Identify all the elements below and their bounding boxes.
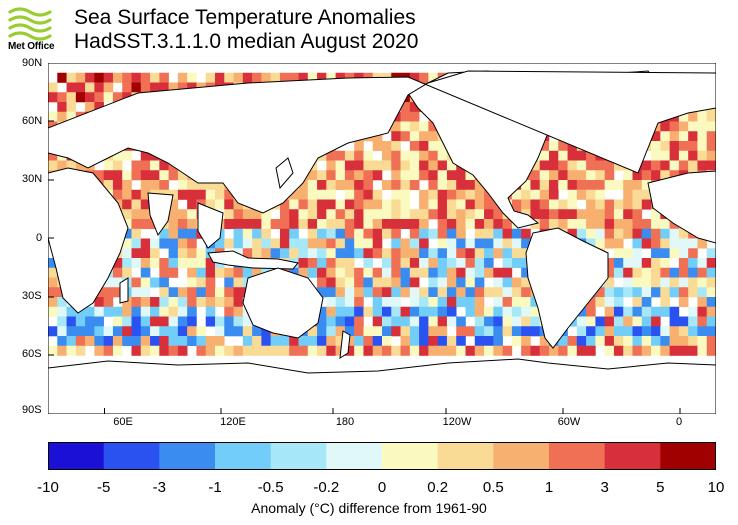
- logo-wave-4: [8, 31, 52, 41]
- colorbar-tick-label: 5: [656, 479, 665, 496]
- map-subtitle: HadSST.3.1.1.0 median August 2020: [74, 30, 419, 53]
- colorbar-tick-label: 3: [600, 479, 609, 496]
- se-asia: [197, 202, 224, 249]
- colorbar-segment: [48, 442, 105, 470]
- colorbar-segment: [493, 442, 550, 470]
- india: [147, 192, 174, 237]
- colorbar-tick-label: -5: [96, 479, 111, 496]
- colorbar-tick-label: -3: [152, 479, 166, 496]
- colorbar-segment: [660, 442, 716, 470]
- antarctica: [48, 358, 716, 414]
- logo-wave-3: [8, 23, 52, 33]
- colorbar: [48, 442, 716, 470]
- lon-label-0: 0: [675, 416, 683, 428]
- colorbar-tick-label: 0: [377, 479, 387, 496]
- lon-label-60e: 60E: [113, 416, 133, 428]
- logo-wave-2: [8, 15, 52, 25]
- colorbar-tick-label: -0.5: [257, 479, 284, 496]
- lat-label-30s: 30S: [22, 290, 42, 302]
- colorbar-tick-label: 0.2: [427, 479, 449, 496]
- colorbar-segment: [604, 442, 661, 470]
- lat-label-30n: 30N: [22, 173, 43, 185]
- japan: [275, 157, 294, 190]
- lat-label-60n: 60N: [22, 115, 43, 127]
- madagascar: [119, 277, 129, 304]
- indonesia: [207, 250, 299, 270]
- colorbar-tick-label: -0.2: [313, 479, 340, 496]
- colorbar-tick-label: -10: [37, 479, 59, 496]
- colorbar-tick-label: 10: [707, 479, 725, 496]
- colorbar-segment: [437, 442, 494, 470]
- lon-label-60w: 60W: [557, 416, 581, 428]
- lon-label-180: 180: [335, 416, 355, 428]
- logo-wave-1: [8, 7, 52, 17]
- colorbar-segment: [215, 442, 272, 470]
- colorbar-segment: [382, 442, 439, 470]
- colorbar-segment: [270, 442, 327, 470]
- south-america: [525, 227, 609, 349]
- anomaly-map: [48, 63, 716, 414]
- africa-west: [647, 170, 716, 244]
- colorbar-segment: [326, 442, 383, 470]
- lat-label-eq: 0: [36, 232, 43, 244]
- colorbar-tick-label: 0.5: [482, 479, 504, 496]
- lat-label-90s: 90S: [22, 404, 42, 416]
- new-zealand: [339, 330, 351, 359]
- colorbar-segment: [103, 442, 160, 470]
- colorbar-segment: [549, 442, 606, 470]
- colorbar-tick-label: 1: [544, 479, 554, 496]
- eurasia: [48, 70, 716, 214]
- logo-text: Met Office: [8, 41, 55, 52]
- africa: [48, 167, 129, 314]
- map-title: Sea Surface Temperature Anomalies: [74, 6, 416, 29]
- continents: [48, 70, 716, 414]
- australia: [242, 267, 324, 339]
- colorbar-segment: [159, 442, 216, 470]
- lat-label-90n: 90N: [22, 57, 43, 69]
- lat-label-60s: 60S: [22, 348, 42, 360]
- met-office-logo-icon: [8, 7, 52, 41]
- lon-label-120w: 120W: [442, 416, 472, 428]
- colorbar-tick-label: -1: [208, 479, 222, 496]
- lon-label-120e: 120E: [220, 416, 246, 428]
- colorbar-caption: Anomaly (°C) difference from 1961-90: [251, 500, 487, 516]
